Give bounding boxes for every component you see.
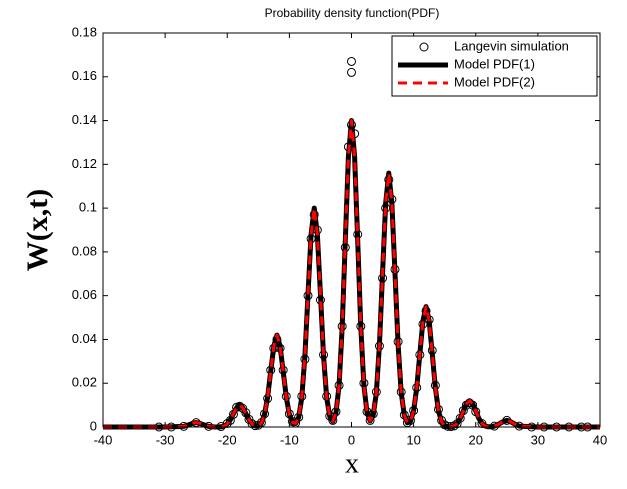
x-tick-label: 40 <box>593 432 607 447</box>
x-tick-label: 0 <box>348 432 355 447</box>
y-tick-label: 0.1 <box>79 200 97 215</box>
plot-area <box>103 33 600 427</box>
x-tick-label: -30 <box>156 432 175 447</box>
y-tick-label: 0.06 <box>72 287 97 302</box>
y-tick-label: 0.04 <box>72 331 97 346</box>
data-point <box>347 67 356 77</box>
x-tick-label: 30 <box>531 432 545 447</box>
legend-label: Model PDF(2) <box>454 74 535 89</box>
legend-marker <box>419 42 429 52</box>
legend-label: Langevin simulation <box>454 38 569 53</box>
data-line <box>103 119 600 429</box>
y-tick-label: 0.16 <box>72 68 97 83</box>
chart-title: Probability density function(PDF) <box>265 6 440 20</box>
x-tick-label: 20 <box>469 432 483 447</box>
x-tick-label: -20 <box>218 432 237 447</box>
y-axis-label: W(x,t) <box>21 189 54 271</box>
y-tick-label: 0.02 <box>72 375 97 390</box>
x-tick-label: -40 <box>94 432 113 447</box>
y-tick-label: 0.08 <box>72 243 97 258</box>
plot-frame <box>102 32 601 428</box>
legend-label: Model PDF(1) <box>454 56 535 71</box>
x-axis-label: x <box>345 448 359 479</box>
y-tick-label: 0.12 <box>72 156 97 171</box>
y-tick-label: 0.18 <box>72 24 97 39</box>
x-tick-label: -10 <box>280 432 299 447</box>
data-point <box>347 56 356 66</box>
x-tick-label: 10 <box>406 432 420 447</box>
y-tick-label: 0.14 <box>72 112 97 127</box>
y-tick-label: 0 <box>90 418 97 433</box>
